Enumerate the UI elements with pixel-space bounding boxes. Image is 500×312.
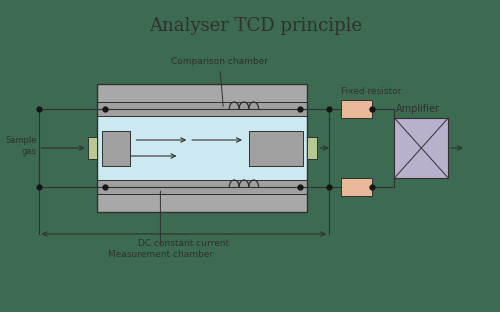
Bar: [88, 137, 98, 159]
Bar: [249, 130, 302, 165]
Text: Fixed resistor: Fixed resistor: [340, 87, 401, 96]
Text: Comparison chamber: Comparison chamber: [171, 57, 268, 106]
Bar: [98, 102, 308, 116]
Bar: [98, 194, 308, 212]
Bar: [340, 178, 372, 196]
Bar: [102, 130, 130, 165]
Bar: [340, 100, 372, 118]
Bar: [98, 102, 308, 194]
Bar: [394, 118, 448, 178]
Text: Analyser TCD principle: Analyser TCD principle: [149, 17, 362, 35]
Text: Amplifier: Amplifier: [396, 104, 440, 114]
Bar: [98, 84, 308, 102]
Bar: [308, 137, 317, 159]
Text: Measurement chamber: Measurement chamber: [108, 191, 213, 259]
Text: DC constant current: DC constant current: [138, 239, 230, 248]
Bar: [98, 180, 308, 194]
Text: Sample
gas: Sample gas: [6, 136, 37, 156]
Bar: [98, 84, 308, 212]
